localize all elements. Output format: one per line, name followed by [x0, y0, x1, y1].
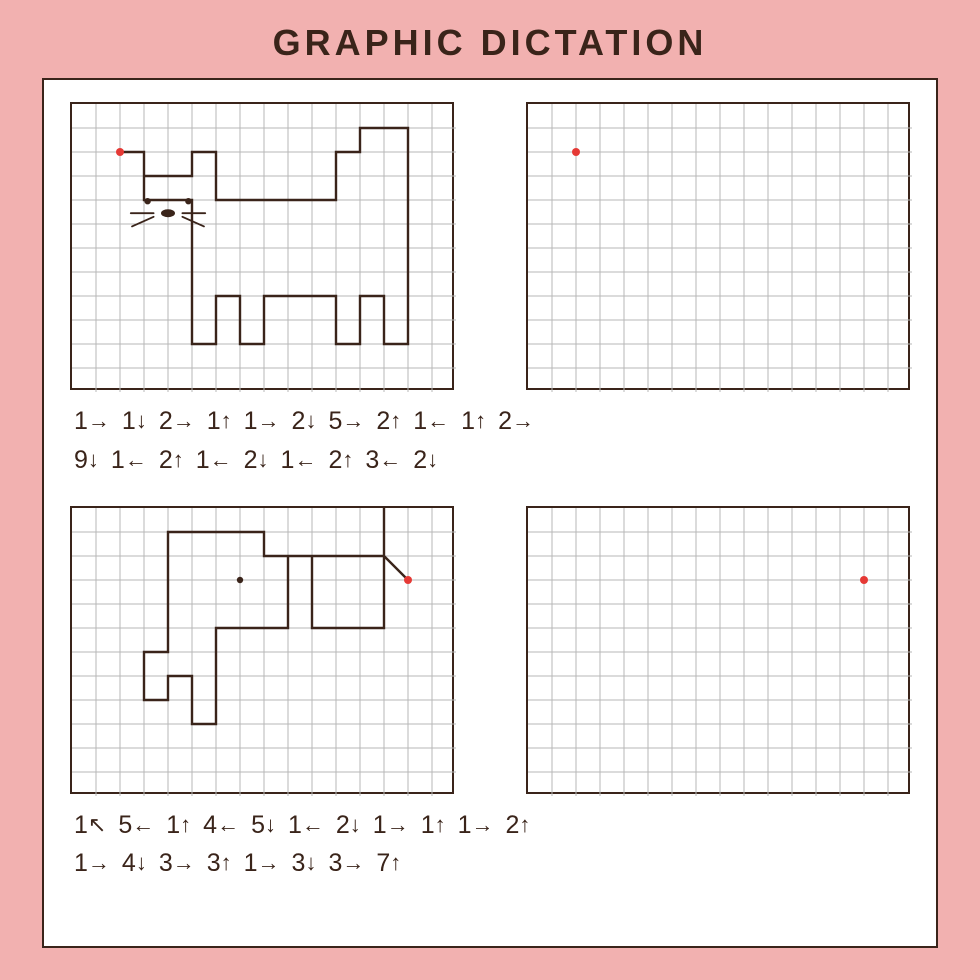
step: 2↓ — [413, 441, 438, 480]
instructions-cat: 1→1↓2→1↑1→2↓5→2↑1←1↑2→9↓1←2↑1←2↓1←2↑3←2↓ — [74, 402, 910, 480]
step: 5→ — [328, 402, 364, 441]
step: 2↑ — [328, 441, 353, 480]
step: 1← — [196, 441, 232, 480]
step: 2↑ — [159, 441, 184, 480]
row-2 — [70, 506, 910, 794]
step: 3→ — [328, 844, 364, 883]
practice-grid-cat — [526, 102, 910, 390]
step: 1→ — [244, 844, 280, 883]
step: 2↓ — [292, 402, 317, 441]
step: 2↑ — [376, 402, 401, 441]
example-grid-cat — [70, 102, 454, 390]
step: 3→ — [159, 844, 195, 883]
step: 1→ — [74, 844, 110, 883]
step: 1← — [288, 806, 324, 845]
step: 1↖ — [74, 806, 106, 845]
example-grid-elephant — [70, 506, 454, 794]
step: 1← — [413, 402, 449, 441]
step: 1→ — [244, 402, 280, 441]
step: 7↑ — [376, 844, 401, 883]
step: 1↑ — [461, 402, 486, 441]
step: 1→ — [458, 806, 494, 845]
step: 4← — [203, 806, 239, 845]
step: 2↓ — [244, 441, 269, 480]
step: 1← — [281, 441, 317, 480]
step: 1↓ — [122, 402, 147, 441]
step: 1← — [111, 441, 147, 480]
step: 2↓ — [336, 806, 361, 845]
step: 1→ — [74, 402, 110, 441]
step: 9↓ — [74, 441, 99, 480]
step: 3← — [365, 441, 401, 480]
instructions-elephant: 1↖ 5← 1↑ 4← 5↓ 1← 2↓ 1→ 1↑ 1→ 2↑ 1→ 4↓ 3→ 3↑ 1→ 3↓ 3→ 7↑ — [74, 806, 910, 884]
step: 1↑ — [207, 402, 232, 441]
step: 4↓ — [122, 844, 147, 883]
step: 3↑ — [207, 844, 232, 883]
step: 5← — [118, 806, 154, 845]
practice-grid-elephant — [526, 506, 910, 794]
step: 1↑ — [421, 806, 446, 845]
worksheet-panel: 1→1↓2→1↑1→2↓5→2↑1←1↑2→9↓1←2↑1←2↓1←2↑3←2↓… — [42, 78, 938, 948]
step: 5↓ — [251, 806, 276, 845]
step: 2→ — [159, 402, 195, 441]
page-title: GRAPHIC DICTATION — [0, 0, 980, 78]
row-1 — [70, 102, 910, 390]
step: 3↓ — [292, 844, 317, 883]
step: 2→ — [498, 402, 534, 441]
step: 1→ — [373, 806, 409, 845]
step: 2↑ — [506, 806, 531, 845]
step: 1↑ — [166, 806, 191, 845]
